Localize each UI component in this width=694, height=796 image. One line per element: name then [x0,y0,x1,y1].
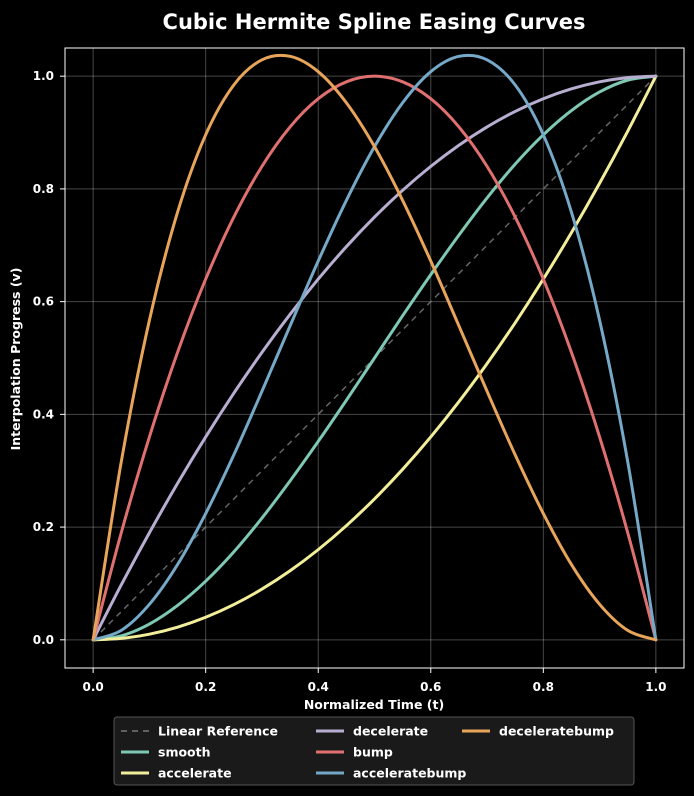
y-tick-label-3: 0.6 [33,295,54,309]
ticks: 0.0 0.2 0.4 0.6 0.8 1.0 0.0 0.2 0.4 0.6 0.8 1.0 [33,69,667,694]
x-tick-label-2: 0.4 [308,680,329,694]
series-line-smooth [91,74,658,642]
grid [65,48,684,668]
y-tick-label-0: 0.0 [33,633,54,647]
legend-label-bump: bump [353,745,393,760]
legend-label-smooth: smooth [158,745,211,760]
legend-label-accelerate: accelerate [158,766,232,781]
y-tick-label-1: 0.2 [33,520,54,534]
legend: Linear Reference smooth accelerate decelera… [113,716,635,786]
series-line-bump [91,74,658,642]
legend-label-acceleratebump: acceleratebump [353,766,466,781]
x-tick-label-1: 0.2 [195,680,216,694]
y-tick-label-4: 0.8 [33,182,54,196]
series-line-acceleratebump [91,53,658,642]
x-tick-label-0: 0.0 [83,680,104,694]
series-line-accelerate [91,74,658,642]
legend-label-deceleratebump: deceleratebump [499,724,614,739]
legend-label-linear-reference: Linear Reference [158,724,278,739]
plot-frame [64,47,685,669]
y-axis-label: Interpolation Progress (v) [8,268,23,451]
x-axis-label: Normalized Time (t) [304,697,444,712]
y-tick-label-5: 1.0 [33,69,54,83]
chart-title: Cubic Hermite Spline Easing Curves [163,10,586,34]
x-tick-label-5: 1.0 [645,680,666,694]
series-layer [91,53,658,642]
legend-label-decelerate: decelerate [353,724,428,739]
series-line-decelerate [91,74,658,642]
y-tick-label-2: 0.4 [33,407,54,421]
x-tick-label-4: 0.8 [533,680,554,694]
x-tick-label-3: 0.6 [420,680,441,694]
legend-box [113,716,635,786]
series-line-deceleratebump [91,53,658,642]
